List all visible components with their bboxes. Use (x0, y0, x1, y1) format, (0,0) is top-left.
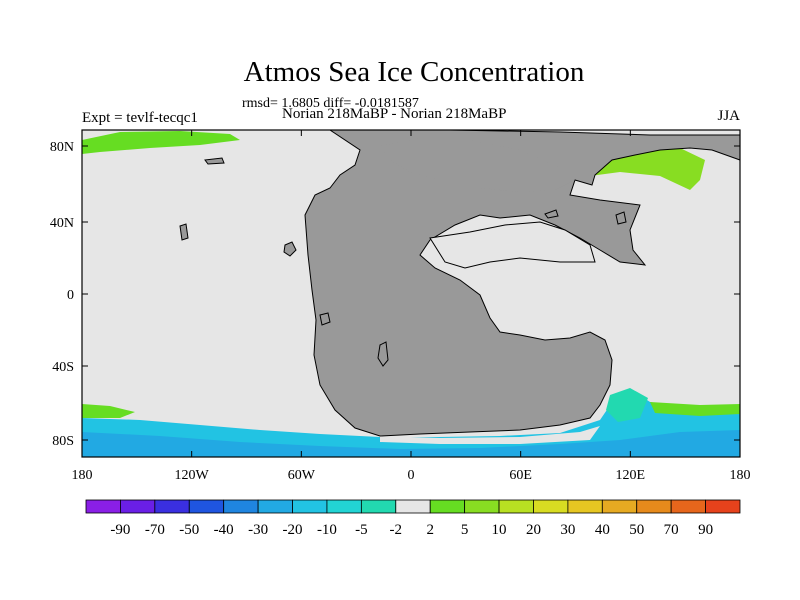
colorbar-label: -5 (355, 522, 368, 538)
colorbar: -90 -70 -50 -40 -30 -20 -10 -5 -2 2 5 10 20 30 40 50 70 9… (85, 499, 741, 538)
colorbar-swatch (533, 499, 569, 514)
colorbar-swatch (223, 499, 259, 514)
lat-tick-label: 40S (52, 360, 74, 375)
lon-tick-label: 120E (616, 468, 646, 483)
island (377, 341, 389, 367)
southern-near-zero (380, 426, 600, 444)
colorbar-label: -70 (145, 522, 165, 538)
colorbar-swatch (188, 499, 225, 514)
arctic-green-anomaly (82, 131, 240, 154)
colorbar-swatch (567, 499, 603, 514)
island (179, 223, 189, 241)
lat-tick-label: 40N (50, 216, 74, 231)
colorbar-swatch (636, 499, 672, 514)
colorbar-swatch (498, 499, 534, 514)
southern-green-anomaly (82, 404, 135, 418)
colorbar-label: -40 (214, 522, 234, 538)
colorbar-label: 5 (461, 522, 469, 538)
island (283, 241, 297, 257)
colorbar-label: 90 (698, 522, 713, 538)
lon-tick-label: 0 (408, 468, 415, 483)
lon-tick-label: 60E (509, 468, 532, 483)
colorbar-label: -90 (110, 522, 130, 538)
lon-tick-label: 120W (175, 468, 210, 483)
colorbar-swatch (464, 499, 500, 514)
island (615, 211, 627, 225)
island (319, 312, 331, 326)
island (544, 209, 559, 219)
colorbar-label: 10 (492, 522, 507, 538)
colorbar-label: 40 (595, 522, 610, 538)
colorbar-swatch (85, 499, 121, 514)
supercontinent (304, 129, 741, 437)
land-layer (179, 129, 741, 437)
inland-sea (429, 221, 596, 269)
lat-tick-label: 0 (67, 288, 74, 303)
northern-landmass (380, 138, 575, 192)
lon-tick-label: 180 (72, 468, 93, 483)
colorbar-label: -10 (317, 522, 337, 538)
southern-green-anomaly (650, 402, 740, 416)
colorbar-swatch (429, 499, 466, 514)
colorbar-swatch (154, 499, 190, 514)
colorbar-swatch (705, 499, 741, 514)
lat-tick-label: 80N (50, 140, 74, 155)
colorbar-swatch (326, 499, 362, 514)
lat-tick-label: 80S (52, 434, 74, 449)
colorbar-label: 30 (560, 522, 575, 538)
colorbar-swatch (601, 499, 638, 514)
stats-label: rmsd= 1.6805 diff= -0.0181587 (242, 96, 419, 111)
experiment-label: Expt = tevlf-tecqc1 (82, 110, 198, 126)
colorbar-label: 20 (526, 522, 541, 538)
colorbar-label: 2 (426, 522, 434, 538)
colorbar-label: -20 (283, 522, 303, 538)
colorbar-swatch (360, 499, 397, 514)
longitude-axis: 180 120W 60W 0 60E 120E 180 (72, 130, 751, 483)
colorbar-label: -30 (248, 522, 268, 538)
colorbar-label: 70 (664, 522, 679, 538)
island (204, 157, 225, 165)
subtitle: Norian 218MaBP - Norian 218MaBP (282, 106, 507, 122)
colorbar-label: 50 (629, 522, 644, 538)
colorbar-swatch (395, 499, 431, 514)
colorbar-label: -2 (390, 522, 403, 538)
southern-teal-anomaly (606, 388, 648, 422)
colorbar-swatch (120, 499, 156, 514)
map-area (81, 129, 741, 458)
season-label: JJA (717, 108, 740, 124)
colorbar-label: -50 (179, 522, 199, 538)
lon-tick-label: 180 (730, 468, 751, 483)
colorbar-swatch (257, 499, 293, 514)
latitude-axis: 80N 40N 0 40S 80S (50, 140, 740, 449)
colorbar-swatch (292, 499, 328, 514)
southern-ocean-anomaly-strong (82, 430, 740, 457)
page-title: Atmos Sea Ice Concentration (243, 56, 585, 88)
colorbar-swatch (670, 499, 706, 514)
lon-tick-label: 60W (288, 468, 316, 483)
